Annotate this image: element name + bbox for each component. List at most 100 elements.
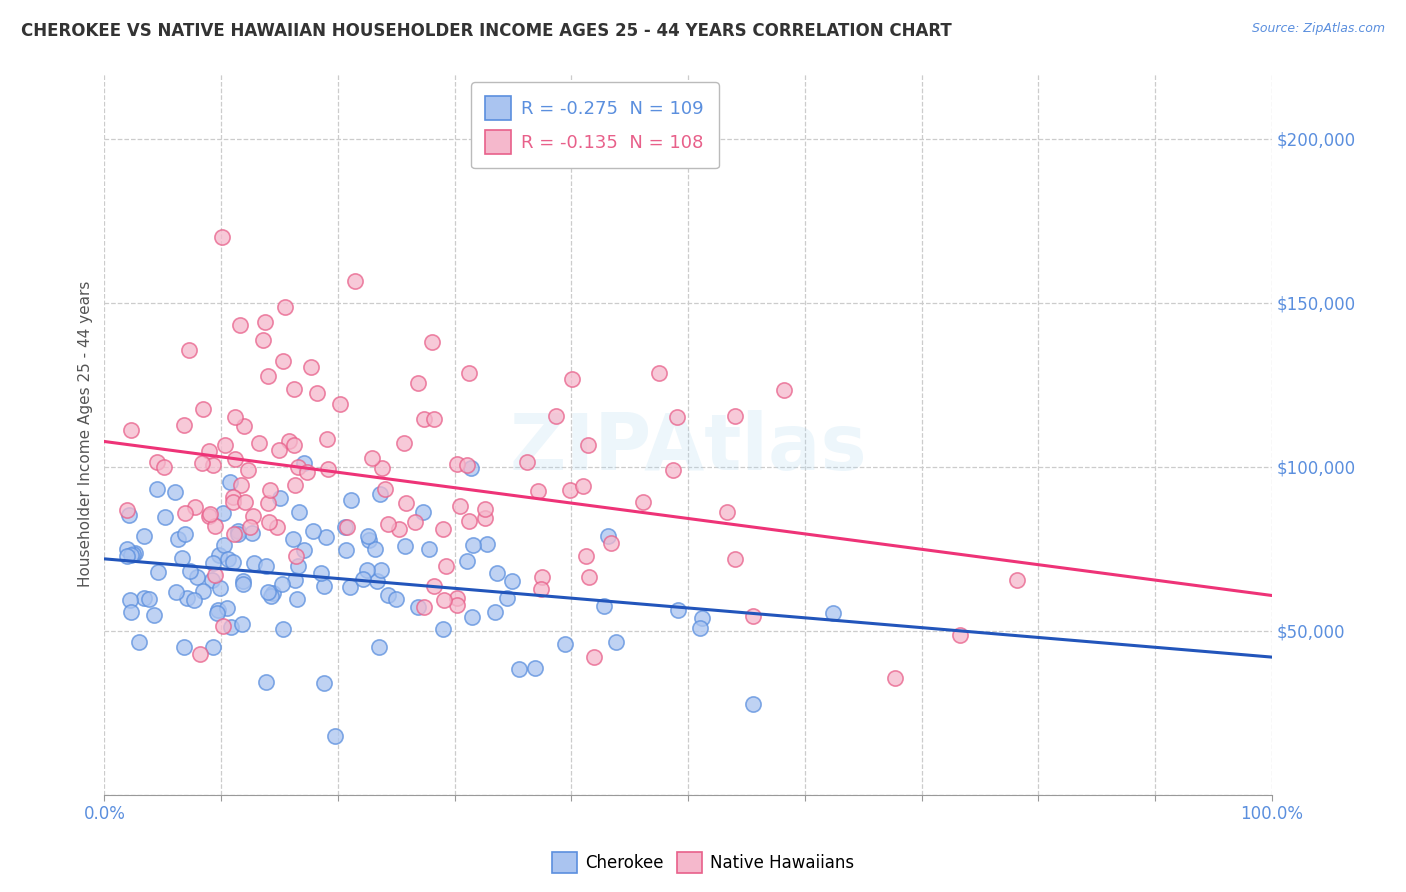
Point [120, 605, 142, 619]
Point [211, 230, 233, 244]
Point [232, 574, 254, 589]
Point [271, 354, 294, 368]
Point [254, 674, 277, 689]
Point [305, 386, 328, 401]
Point [153, 510, 176, 524]
Point [211, 507, 233, 521]
Point [128, 635, 150, 649]
Point [495, 591, 517, 606]
Point [631, 495, 654, 509]
Point [277, 434, 299, 448]
Point [666, 410, 689, 425]
Point [188, 647, 211, 661]
Point [120, 548, 142, 562]
Point [198, 508, 221, 523]
Point [219, 619, 242, 633]
Point [394, 539, 416, 553]
Point [408, 376, 430, 390]
Point [333, 519, 356, 533]
Point [456, 458, 478, 472]
Point [582, 650, 605, 665]
Point [309, 566, 332, 580]
Point [689, 621, 711, 635]
Point [294, 456, 316, 470]
Point [212, 538, 235, 552]
Point [202, 640, 225, 654]
Point [176, 591, 198, 606]
Point [523, 661, 546, 675]
Point [501, 574, 523, 589]
Point [561, 372, 583, 386]
Point [224, 451, 246, 466]
Point [336, 520, 359, 534]
Point [239, 520, 262, 534]
Point [173, 417, 195, 432]
Point [474, 510, 496, 524]
Point [167, 532, 190, 546]
Point [120, 592, 142, 607]
Point [117, 542, 139, 557]
Point [463, 537, 485, 551]
Point [257, 516, 280, 530]
Point [374, 482, 396, 496]
Point [138, 591, 160, 606]
Point [578, 570, 600, 584]
Point [252, 333, 274, 347]
Point [395, 496, 418, 510]
Point [222, 495, 245, 509]
Point [266, 519, 288, 533]
Point [544, 409, 567, 423]
Point [821, 606, 844, 620]
Point [242, 509, 264, 524]
Point [179, 565, 201, 579]
Point [575, 549, 598, 563]
Point [269, 491, 291, 506]
Point [288, 505, 311, 519]
Point [262, 585, 284, 599]
Point [152, 460, 174, 475]
Point [295, 465, 318, 479]
Point [207, 603, 229, 617]
Point [716, 505, 738, 519]
Point [235, 494, 257, 508]
Point [432, 622, 454, 636]
Point [530, 569, 553, 583]
Point [214, 438, 236, 452]
Point [484, 606, 506, 620]
Point [124, 546, 146, 560]
Point [132, 591, 155, 605]
Point [201, 556, 224, 570]
Point [446, 591, 468, 605]
Point [173, 506, 195, 520]
Point [456, 553, 478, 567]
Point [186, 570, 208, 584]
Point [357, 533, 380, 547]
Point [316, 461, 339, 475]
Point [368, 486, 391, 500]
Point [596, 529, 619, 543]
Point [344, 274, 367, 288]
Point [232, 577, 254, 591]
Point [554, 637, 576, 651]
Legend: R = -0.275  N = 109, R = -0.135  N = 108: R = -0.275 N = 109, R = -0.135 N = 108 [471, 82, 718, 168]
Point [253, 315, 276, 329]
Point [948, 628, 970, 642]
Point [229, 478, 252, 492]
Point [576, 437, 599, 451]
Point [357, 529, 380, 543]
Text: ZIPAtlas: ZIPAtlas [509, 410, 868, 486]
Point [423, 411, 446, 425]
Point [1005, 573, 1028, 587]
Point [316, 432, 339, 446]
Point [508, 662, 530, 676]
Point [118, 508, 141, 522]
Point [413, 411, 436, 425]
Point [662, 463, 685, 477]
Point [143, 608, 166, 623]
Point [224, 410, 246, 425]
Point [377, 588, 399, 602]
Point [361, 450, 384, 465]
Point [260, 589, 283, 603]
Point [446, 457, 468, 471]
Point [458, 514, 481, 528]
